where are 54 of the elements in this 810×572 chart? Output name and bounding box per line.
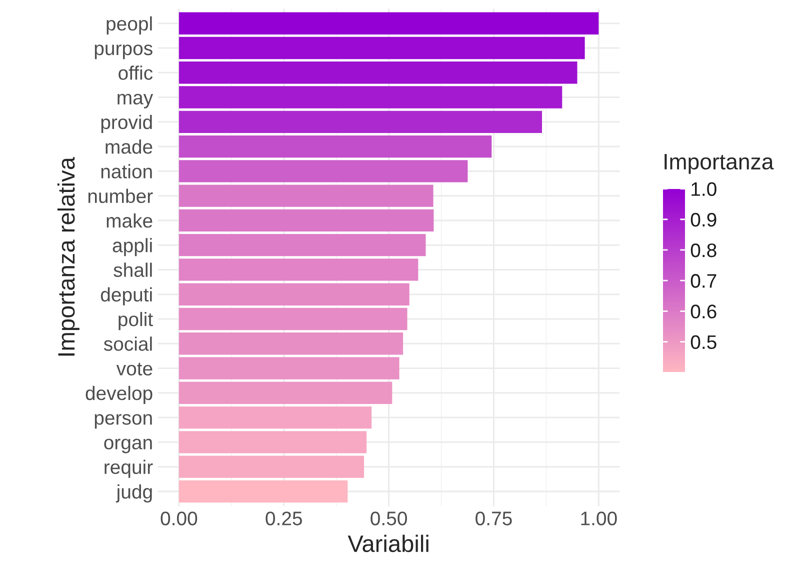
color-bar-label: 1.0 [692, 182, 716, 196]
y-tick-label: nation [101, 164, 152, 178]
color-bar-label: 0.5 [690, 335, 716, 350]
bar [178, 283, 410, 306]
bar [178, 308, 408, 330]
y-tick-label: made [106, 139, 152, 154]
y-tick-label: requir [104, 460, 153, 478]
y-tick-label: judg [116, 484, 152, 503]
bar [178, 86, 562, 108]
bar [178, 258, 418, 281]
bar [178, 135, 492, 158]
y-tick-label: peopl [106, 16, 152, 34]
y-tick-label: person [94, 414, 152, 429]
y-tick-label: polit [118, 312, 153, 330]
color-bar-title: Importanza [664, 154, 774, 174]
bar [178, 357, 400, 380]
x-tick-label: 0.00 [160, 512, 198, 526]
y-tick-label: shall [114, 262, 152, 277]
y-tick-label: may [118, 94, 154, 108]
y-tick-label: organ [104, 438, 152, 454]
y-tick-label: make [106, 213, 152, 228]
bar [178, 209, 434, 232]
bar [178, 160, 468, 182]
bar [178, 480, 348, 503]
y-tick-label: offic [118, 66, 153, 80]
y-tick-label: number [88, 188, 153, 204]
bar [178, 382, 392, 404]
y-axis-title: Importanza relativa [57, 157, 80, 356]
bar [178, 184, 434, 207]
bar [178, 12, 599, 34]
bar [178, 431, 367, 454]
bar [178, 406, 372, 429]
bar [178, 36, 585, 60]
x-axis-title: Variabili [348, 534, 428, 552]
y-tick-label: vote [116, 362, 152, 376]
y-tick-label: provid [101, 114, 152, 133]
y-tick-label: purpos [94, 44, 152, 60]
x-tick-label: 0.25 [266, 512, 302, 526]
y-tick-label: deputi [100, 287, 152, 306]
bar [178, 110, 542, 133]
color-bar-label: 0.7 [690, 274, 716, 288]
bar [178, 456, 364, 478]
color-bar-label: 0.8 [690, 243, 716, 258]
color-bar-label: 0.9 [690, 212, 716, 227]
bar [178, 234, 426, 256]
x-tick-label: 0.50 [370, 512, 407, 526]
color-bar-label: 0.6 [690, 304, 716, 318]
bar [178, 62, 578, 84]
x-tick-label: 0.75 [476, 512, 512, 526]
y-tick-label: social [104, 336, 152, 351]
y-tick-label: develop [86, 386, 152, 404]
bar [178, 332, 404, 355]
y-tick-label: appli [112, 238, 152, 256]
x-tick-label: 1.00 [581, 512, 617, 526]
